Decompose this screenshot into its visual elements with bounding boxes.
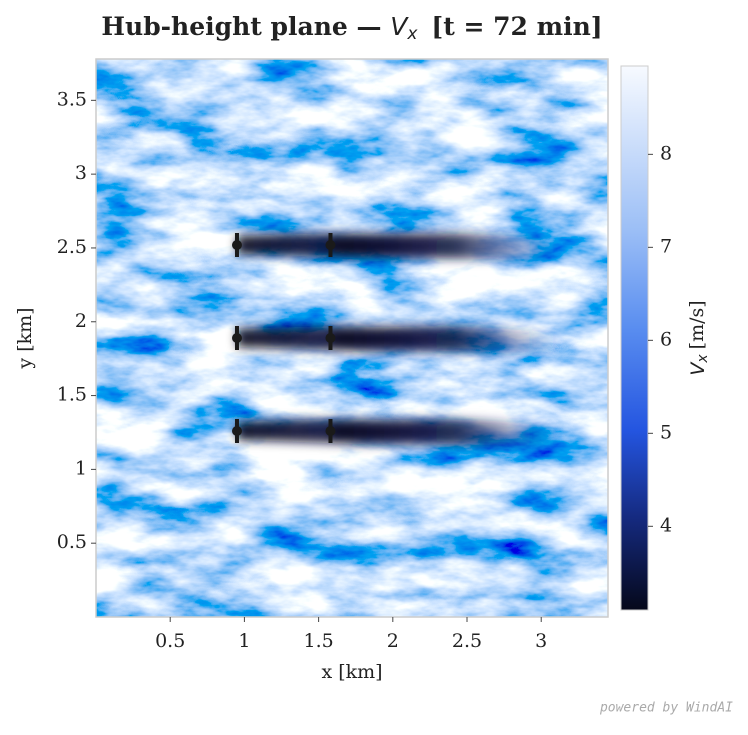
title-suffix: [t = 72 min] [431, 12, 602, 41]
title-text: Hub-height plane — [101, 12, 381, 41]
x-tick-label: 0.5 [155, 630, 185, 652]
colorbar-tick-label: 7 [660, 235, 672, 257]
x-tick-label: 2 [387, 630, 399, 652]
title-subscript: x [406, 24, 418, 44]
wakes [236, 233, 561, 446]
turbine [325, 240, 336, 250]
y-tick-label: 2 [75, 310, 87, 332]
y-tick-label: 1 [75, 457, 87, 479]
colorbar-symbol: V [687, 361, 709, 376]
colorbar-tick-label: 5 [660, 421, 672, 443]
y-tick-label: 3 [75, 162, 87, 184]
title-symbol: V [390, 12, 409, 41]
colorbar-tick-label: 8 [660, 142, 672, 164]
colorbar [620, 65, 649, 611]
colorbar-subscript: x [695, 354, 711, 364]
plot-frame [95, 58, 609, 618]
x-tick-label: 3 [535, 630, 547, 652]
colorbar-tick-label: 4 [660, 514, 672, 536]
turbine [325, 426, 336, 436]
wake [330, 326, 561, 353]
y-axis-label: y [km] [14, 307, 36, 369]
y-tick-label: 0.5 [57, 531, 87, 553]
turbine [231, 426, 242, 436]
x-tick-label: 1 [238, 630, 250, 652]
footer: powered by WindAI [599, 701, 733, 716]
y-tick-label: 1.5 [57, 384, 87, 406]
turbine [325, 333, 336, 343]
chart-title: Hub-height plane — Vx [t = 72 min] [101, 12, 602, 45]
x-tick-label: 1.5 [303, 630, 333, 652]
colorbar-label: Vx [m/s] [686, 300, 711, 375]
turbine [231, 240, 242, 250]
y-tick-label: 2.5 [57, 236, 87, 258]
colorbar-tick-label: 6 [660, 328, 672, 350]
colorbar-unit: [m/s] [686, 300, 708, 349]
wake [330, 233, 561, 260]
turbine [231, 333, 242, 343]
y-tick-label: 3.5 [57, 88, 87, 110]
x-tick-label: 2.5 [452, 630, 482, 652]
wake [330, 419, 561, 446]
x-axis-label: x [km] [321, 661, 382, 683]
